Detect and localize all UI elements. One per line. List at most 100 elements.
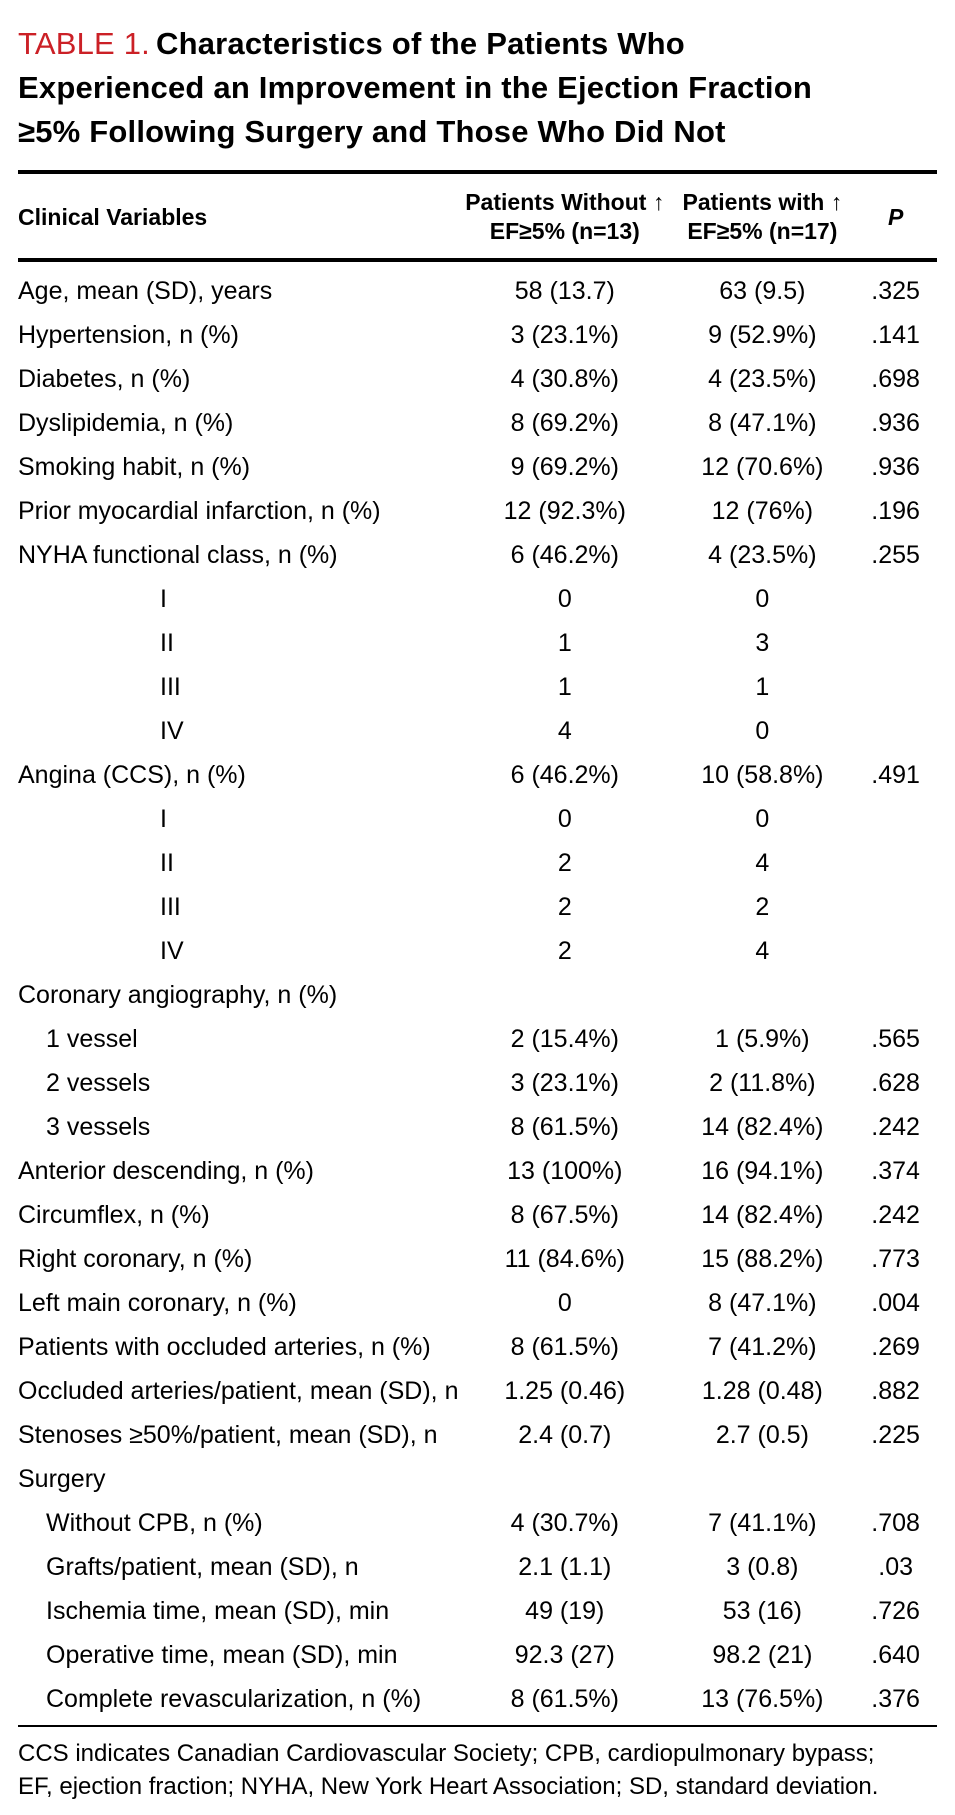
- value-with-ef-improvement: 1: [755, 673, 770, 701]
- value-without-ef-improvement: 12 (92.3%): [503, 497, 626, 525]
- p-value: [854, 929, 937, 973]
- p-value: .325: [871, 277, 920, 305]
- p-value: [854, 577, 937, 621]
- table-row: Anterior descending, n (%) 13 (100%) 16 (9…: [18, 1149, 937, 1193]
- value-without-ef-improvement: 1: [557, 629, 572, 657]
- footnote-line-2: EF, ejection fraction; NYHA, New York He…: [18, 1773, 879, 1800]
- table-row: Operative time, mean (SD), min 92.3 (27) 9…: [18, 1633, 937, 1677]
- p-value: .376: [871, 1685, 920, 1713]
- value-without-ef-improvement: 2: [557, 893, 572, 921]
- table-row: Angina (CCS), n (%) 6 (46.2%) 10 (58.8%) .4…: [18, 753, 937, 797]
- value-without-ef-improvement: 58 (13.7): [514, 277, 615, 305]
- table-row: 3 vessels 8 (61.5%) 14 (82.4%) .242: [18, 1105, 937, 1149]
- value-without-ef-improvement: [459, 1457, 670, 1501]
- p-value: .141: [871, 321, 920, 349]
- row-label: IV: [160, 717, 184, 745]
- table-row: Hypertension, n (%) 3 (23.1%) 9 (52.9%) .14…: [18, 313, 937, 357]
- value-without-ef-improvement: 2: [557, 849, 572, 877]
- col-header-with-line2: EF≥5% (n=17): [687, 218, 838, 244]
- p-value: .708: [871, 1509, 920, 1537]
- value-with-ef-improvement: 63 (9.5): [719, 277, 806, 305]
- value-without-ef-improvement: 1: [557, 673, 572, 701]
- row-label: Anterior descending, n (%): [18, 1157, 314, 1185]
- value-with-ef-improvement: 15 (88.2%): [701, 1245, 824, 1273]
- p-value: .936: [871, 409, 920, 437]
- value-with-ef-improvement: 2 (11.8%): [709, 1069, 816, 1097]
- value-with-ef-improvement: 4: [755, 937, 770, 965]
- value-with-ef-improvement: 4 (23.5%): [708, 365, 817, 393]
- col-header-clinical-variables: Clinical Variables: [18, 174, 460, 262]
- row-label: I: [160, 805, 167, 833]
- value-with-ef-improvement: 2.7 (0.5): [715, 1421, 809, 1449]
- p-value: .698: [871, 365, 920, 393]
- value-with-ef-improvement: 7 (41.1%): [708, 1509, 817, 1537]
- patients-characteristics-table: Clinical Variables Patients Without ↑ EF…: [18, 174, 937, 1721]
- footnote-line-1: CCS indicates Canadian Cardiovascular So…: [18, 1740, 875, 1767]
- p-value: .242: [871, 1113, 920, 1141]
- table-row: IV 4 0: [18, 709, 937, 753]
- row-label: Right coronary, n (%): [18, 1245, 253, 1273]
- title-line-1: Characteristics of the Patients Who: [155, 26, 685, 61]
- value-without-ef-improvement: 1.25 (0.46): [504, 1377, 626, 1405]
- value-with-ef-improvement: 14 (82.4%): [701, 1113, 824, 1141]
- row-label: Angina (CCS), n (%): [18, 761, 246, 789]
- value-with-ef-improvement: 8 (47.1%): [708, 409, 817, 437]
- value-with-ef-improvement: 12 (70.6%): [701, 453, 824, 481]
- col-header-without-line2: EF≥5% (n=13): [489, 218, 640, 244]
- table-number-label: TABLE 1.: [18, 26, 150, 61]
- value-without-ef-improvement: 3 (23.1%): [510, 1069, 619, 1097]
- p-value: .565: [871, 1025, 920, 1053]
- value-without-ef-improvement: 6 (46.2%): [510, 541, 619, 569]
- p-value: .882: [871, 1377, 920, 1405]
- title-line-3: ≥5% Following Surgery and Those Who Did …: [18, 114, 726, 149]
- value-without-ef-improvement: 8 (67.5%): [510, 1201, 619, 1229]
- title-divider: [18, 170, 937, 174]
- p-value: [854, 841, 937, 885]
- col-header-with-ef-improvement: Patients with ↑ EF≥5% (n=17): [670, 174, 855, 262]
- p-value: [854, 709, 937, 753]
- table-row: 2 vessels 3 (23.1%) 2 (11.8%) .628: [18, 1061, 937, 1105]
- table-row: IV 2 4: [18, 929, 937, 973]
- p-value: .242: [871, 1201, 920, 1229]
- table-row: Left main coronary, n (%) 0 8 (47.1%) .004: [18, 1281, 937, 1325]
- col-header-without-ef-improvement: Patients Without ↑ EF≥5% (n=13): [459, 174, 671, 262]
- table-footnote: CCS indicates Canadian Cardiovascular So…: [18, 1727, 937, 1803]
- table-title: TABLE 1. Characteristics of the Patients …: [18, 22, 937, 154]
- p-value: [854, 665, 937, 709]
- row-label: Diabetes, n (%): [18, 365, 191, 393]
- row-label: Stenoses ≥50%/patient, mean (SD), n: [18, 1421, 438, 1449]
- table-row: Diabetes, n (%) 4 (30.8%) 4 (23.5%) .698: [18, 357, 937, 401]
- value-with-ef-improvement: [670, 1457, 854, 1501]
- table-row: Without CPB, n (%) 4 (30.7%) 7 (41.1%) .708: [18, 1501, 937, 1545]
- table-row: II 1 3: [18, 621, 937, 665]
- table-row: Patients with occluded arteries, n (%) 8 …: [18, 1325, 937, 1369]
- value-without-ef-improvement: 9 (69.2%): [510, 453, 619, 481]
- row-label: 2 vessels: [46, 1069, 151, 1097]
- value-without-ef-improvement: 2.1 (1.1): [518, 1553, 612, 1581]
- row-label: I: [160, 585, 167, 613]
- row-label: Smoking habit, n (%): [18, 453, 251, 481]
- value-with-ef-improvement: 7 (41.2%): [708, 1333, 817, 1361]
- row-label: Grafts/patient, mean (SD), n: [46, 1553, 359, 1581]
- value-without-ef-improvement: 4 (30.7%): [510, 1509, 619, 1537]
- p-value: .269: [871, 1333, 920, 1361]
- row-label: Age, mean (SD), years: [18, 277, 273, 305]
- p-value: .628: [871, 1069, 920, 1097]
- row-label: Dyslipidemia, n (%): [18, 409, 234, 437]
- col-header-with-line1: Patients with ↑: [682, 189, 843, 215]
- row-label: Without CPB, n (%): [46, 1509, 263, 1537]
- value-without-ef-improvement: 92.3 (27): [514, 1641, 615, 1669]
- row-label: Patients with occluded arteries, n (%): [18, 1333, 431, 1361]
- table-row: Surgery: [18, 1457, 937, 1501]
- row-label: III: [160, 893, 181, 921]
- row-label: Ischemia time, mean (SD), min: [46, 1597, 390, 1625]
- value-with-ef-improvement: 3 (0.8): [726, 1553, 799, 1581]
- row-label: Prior myocardial infarction, n (%): [18, 497, 381, 525]
- table-row: Occluded arteries/patient, mean (SD), n 1…: [18, 1369, 937, 1413]
- p-value: [854, 1457, 937, 1501]
- value-without-ef-improvement: 8 (61.5%): [510, 1333, 619, 1361]
- value-without-ef-improvement: 2 (15.4%): [510, 1025, 619, 1053]
- p-value: .004: [871, 1289, 920, 1317]
- p-value: .196: [871, 497, 920, 525]
